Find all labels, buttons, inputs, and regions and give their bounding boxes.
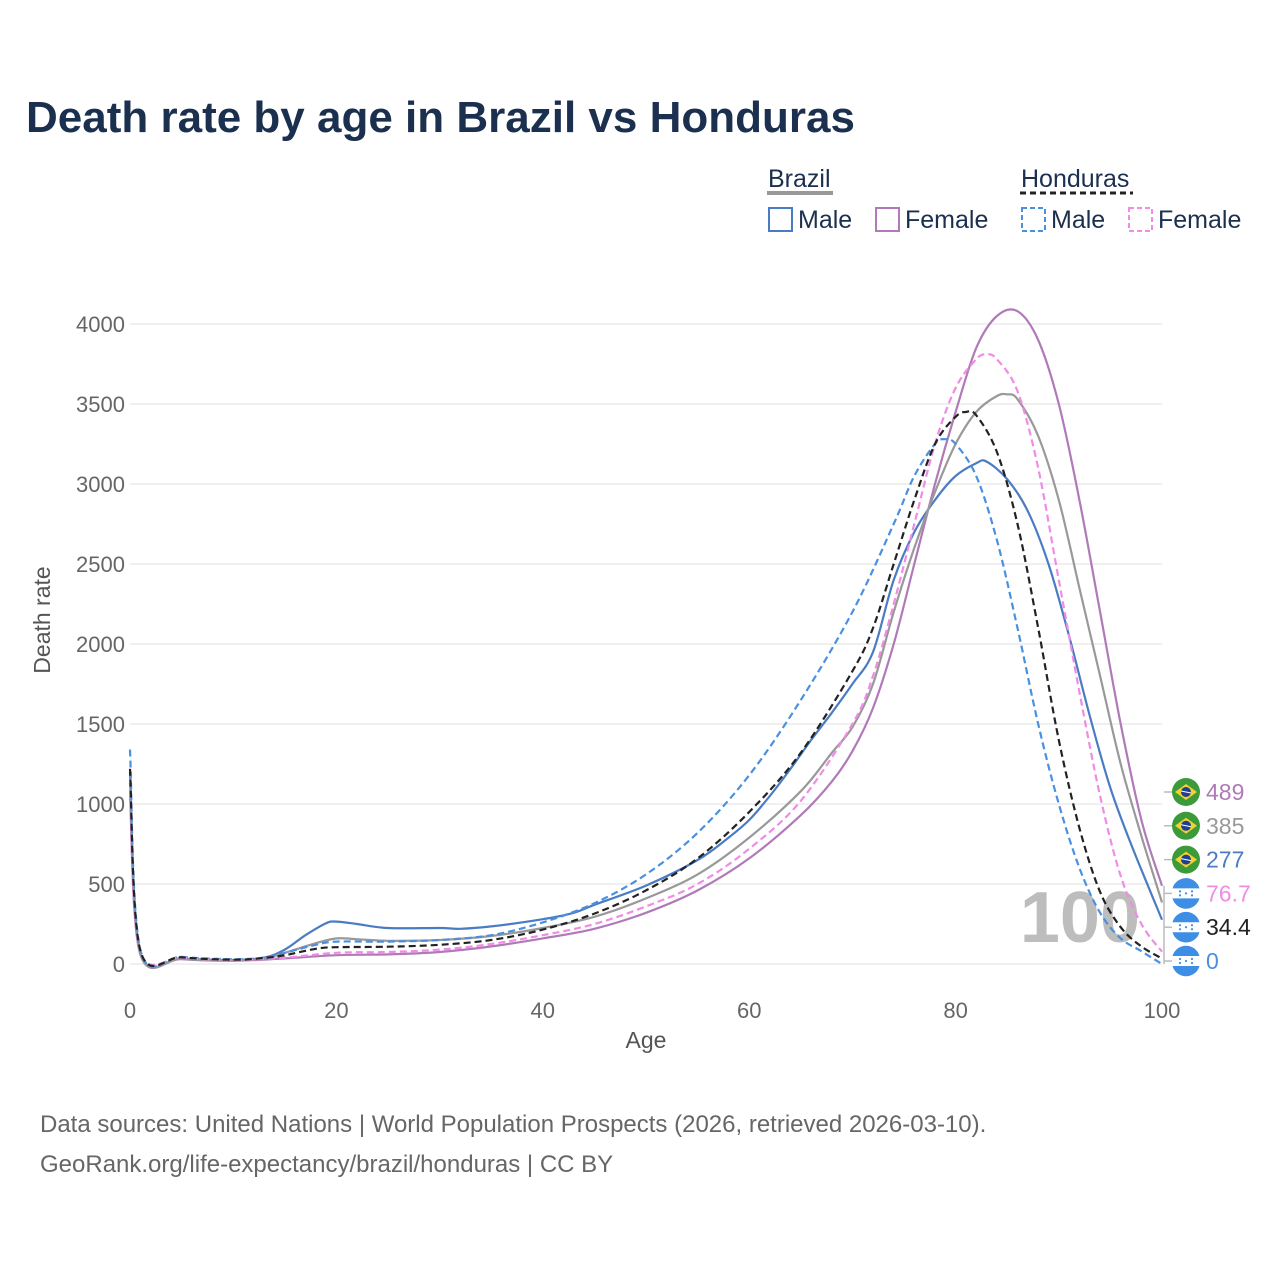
x-tick-label: 100 (1144, 998, 1181, 1023)
end-labels: 489 385 277 76.7 34.4 0 (1163, 778, 1251, 977)
legend-swatch (768, 207, 793, 232)
end-label-value: 277 (1206, 847, 1244, 873)
y-tick-label: 2500 (76, 552, 125, 577)
y-axis-label: Death rate (29, 566, 55, 673)
x-tick-label: 80 (943, 998, 967, 1023)
grid (130, 323, 1162, 965)
end-label-value: 76.7 (1206, 880, 1251, 906)
x-tick-label: 0 (124, 998, 136, 1023)
legend-item-brazil-female[interactable]: Female (875, 206, 988, 234)
series-line-brazil-male (128, 459, 1164, 969)
y-tick-label: 1000 (76, 792, 125, 817)
series-line-brazil-female (128, 308, 1164, 969)
legend-group-honduras: Honduras (1021, 165, 1129, 193)
honduras-flag-icon (1172, 878, 1200, 909)
chart-title: Death rate by age in Brazil vs Honduras (26, 93, 855, 142)
series-line-honduras-male (128, 437, 1163, 968)
x-tick-label: 20 (324, 998, 348, 1023)
legend-label: Male (798, 206, 852, 234)
y-tick-label: 0 (113, 952, 125, 977)
legend-item-honduras-female[interactable]: Female (1128, 206, 1241, 234)
series-line-honduras-female (128, 353, 1163, 966)
y-tick-label: 3500 (76, 392, 125, 417)
age-watermark: 100 (1020, 878, 1140, 958)
y-tick-label: 4000 (76, 312, 125, 337)
series-line-brazil-total (128, 392, 1164, 969)
legend-swatch (1128, 207, 1153, 232)
legend-label: Female (1158, 206, 1241, 234)
source-line-1: Data sources: United Nations | World Pop… (40, 1111, 986, 1138)
source-line-2: GeoRank.org/life-expectancy/brazil/hondu… (40, 1151, 613, 1178)
legend-group-brazil: Brazil (768, 165, 831, 193)
y-axis-ticks: 0 500 1000 1500 2000 2500 3000 3500 4000 (76, 312, 125, 977)
x-tick-label: 60 (737, 998, 761, 1023)
legend-item-brazil-male[interactable]: Male (768, 206, 852, 234)
honduras-flag-icon (1172, 945, 1200, 977)
legend-swatch (875, 207, 900, 232)
end-label-value: 34.4 (1206, 914, 1251, 940)
y-tick-label: 3000 (76, 472, 125, 497)
end-label-value: 385 (1206, 813, 1244, 839)
legend-swatch (1021, 207, 1046, 232)
legend-item-honduras-male[interactable]: Male (1021, 206, 1105, 234)
series-lines (128, 308, 1164, 969)
y-tick-label: 2000 (76, 632, 125, 657)
series-line-honduras-total (128, 409, 1163, 967)
legend: Brazil Honduras Male Female Male Female (767, 165, 1241, 234)
x-tick-label: 40 (531, 998, 555, 1023)
x-axis-label: Age (626, 1027, 667, 1053)
brazil-flag-icon (1172, 778, 1200, 806)
end-label-value: 489 (1206, 779, 1244, 805)
legend-label: Female (905, 206, 988, 234)
x-axis-ticks: 0 20 40 60 80 100 (124, 998, 1180, 1023)
brazil-flag-icon (1172, 811, 1200, 840)
legend-label: Male (1051, 206, 1105, 234)
end-label-value: 0 (1206, 948, 1219, 974)
honduras-flag-icon (1172, 911, 1200, 943)
y-tick-label: 1500 (76, 712, 125, 737)
brazil-flag-icon (1172, 845, 1200, 874)
y-tick-label: 500 (88, 872, 125, 897)
